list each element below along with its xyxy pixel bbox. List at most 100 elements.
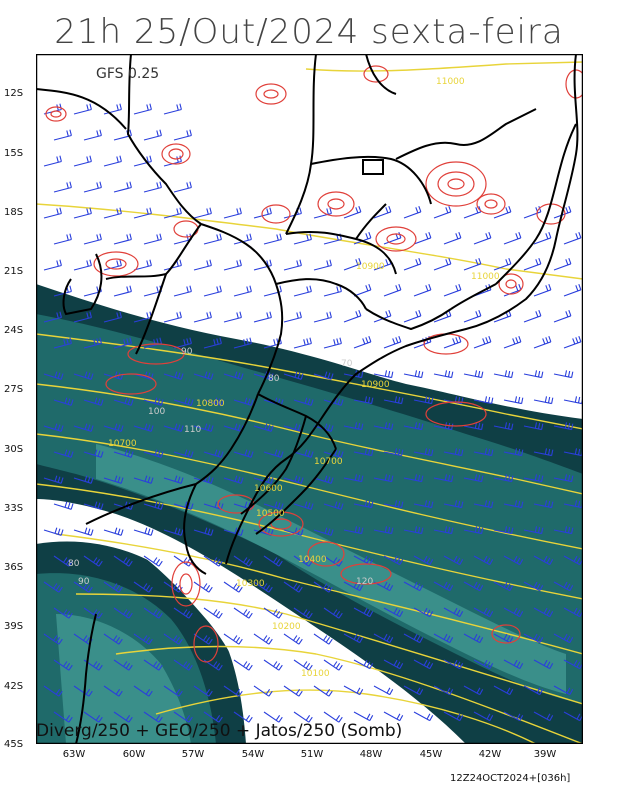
wind-barb xyxy=(553,633,574,644)
wind-barb xyxy=(253,371,274,380)
wind-barb xyxy=(443,659,464,670)
wind-barb xyxy=(503,448,524,457)
wind-barb xyxy=(353,659,374,670)
wind-barb xyxy=(53,501,74,510)
wind-barb xyxy=(473,336,492,349)
wind-barb xyxy=(473,396,494,405)
lat-label: 12S xyxy=(4,88,24,99)
wind-barb xyxy=(503,336,522,349)
wind-barb xyxy=(163,633,183,645)
wind-barb xyxy=(383,284,402,297)
wind-barb xyxy=(293,501,314,510)
wind-barb xyxy=(203,397,224,406)
wind-barb xyxy=(443,711,464,722)
wind-barb xyxy=(293,397,314,406)
wind-barb xyxy=(493,370,514,379)
wind-barb xyxy=(533,448,554,457)
wind-barb xyxy=(403,206,422,219)
wind-barb xyxy=(323,659,343,671)
wind-barb xyxy=(83,501,104,510)
wind-barb xyxy=(223,371,244,380)
geo-label: 10900 xyxy=(356,262,385,272)
wind-barb xyxy=(343,258,362,271)
wind-barb xyxy=(103,633,123,645)
wind-barb xyxy=(83,711,103,723)
model-label: GFS 0.25 xyxy=(96,66,159,82)
wind-barb xyxy=(463,474,484,483)
wind-barb xyxy=(203,233,222,245)
wind-barb xyxy=(233,285,252,297)
wind-barb xyxy=(53,449,74,458)
wind-barb xyxy=(113,659,133,671)
wind-barb xyxy=(263,555,283,567)
wind-barb xyxy=(193,423,214,432)
wind-barb xyxy=(523,633,544,644)
wind-barb xyxy=(133,155,152,167)
lon-label: 45W xyxy=(419,749,443,760)
wind-barb xyxy=(523,258,542,271)
wind-barb xyxy=(203,337,222,349)
lon-label: 54W xyxy=(241,749,265,760)
lat-label: 24S xyxy=(4,325,24,336)
wind-barb xyxy=(193,633,213,645)
wind-barb xyxy=(533,284,552,297)
wind-barb xyxy=(83,337,102,349)
wind-barb xyxy=(143,233,162,245)
wind-barb xyxy=(193,207,212,219)
wind-barb xyxy=(173,449,194,458)
wind-barb xyxy=(163,423,184,432)
wind-barb xyxy=(113,337,132,349)
wind-barb xyxy=(83,659,103,671)
wind-barb xyxy=(73,581,93,593)
wind-barb xyxy=(43,371,64,380)
wind-barb xyxy=(173,337,192,349)
jet-label: 70 xyxy=(341,359,353,369)
wind-barb xyxy=(113,397,134,406)
wind-barb xyxy=(323,607,343,619)
wind-barb xyxy=(43,207,62,219)
wind-barb xyxy=(133,103,152,115)
wind-barb xyxy=(43,423,64,432)
wind-barb xyxy=(463,310,482,323)
wind-barb xyxy=(83,397,104,406)
wind-barb xyxy=(233,449,254,458)
lat-label: 45S xyxy=(4,739,24,750)
wind-barb xyxy=(523,474,544,483)
lat-label: 39S xyxy=(4,621,24,632)
wind-barbs xyxy=(43,103,583,723)
wind-barb xyxy=(563,659,583,670)
wind-barb xyxy=(323,711,343,723)
geo-label: 10900 xyxy=(361,380,390,390)
wind-barb xyxy=(113,449,134,458)
wind-barb xyxy=(563,232,582,245)
wind-barb xyxy=(133,423,154,432)
wind-barb xyxy=(163,103,182,115)
lon-label: 51W xyxy=(300,749,324,760)
wind-barb xyxy=(193,527,214,536)
wind-barb xyxy=(463,526,484,535)
wind-barb xyxy=(313,259,332,271)
lat-label: 27S xyxy=(4,384,24,395)
wind-barb xyxy=(353,555,374,566)
wind-barb xyxy=(353,396,374,405)
wind-barb xyxy=(133,259,152,271)
wind-barb xyxy=(553,422,574,431)
wind-barb xyxy=(53,337,72,349)
lon-label: 57W xyxy=(181,749,205,760)
wind-barb xyxy=(133,475,154,484)
wind-barb xyxy=(353,500,374,509)
wind-barb xyxy=(223,207,242,219)
wind-barb xyxy=(433,581,454,592)
wind-barb xyxy=(103,207,122,219)
wind-barb xyxy=(203,607,223,619)
wind-barb xyxy=(463,685,484,696)
wind-barb xyxy=(443,336,462,349)
wind-barb xyxy=(373,206,392,219)
wind-barb xyxy=(523,422,544,431)
wind-barb xyxy=(473,711,494,722)
wind-barb xyxy=(143,711,163,723)
wind-barb xyxy=(563,607,583,618)
wind-barb xyxy=(193,259,212,271)
wind-barb xyxy=(103,103,122,115)
wind-barb xyxy=(343,370,364,379)
